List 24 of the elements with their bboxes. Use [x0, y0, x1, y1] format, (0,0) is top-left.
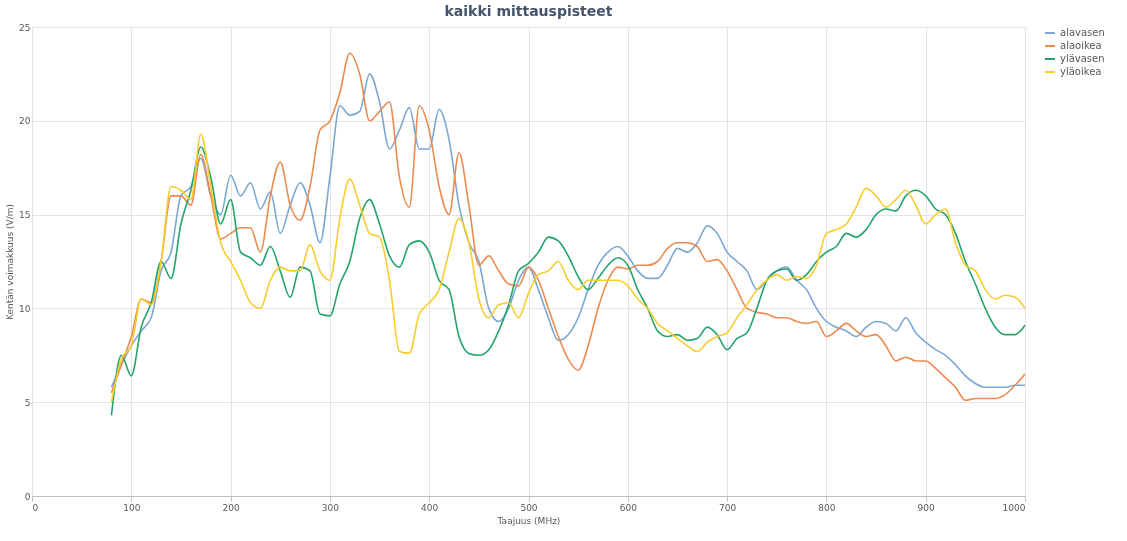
x-tick-label: 900	[917, 502, 936, 513]
x-tick-label: 100	[123, 502, 141, 513]
y-tick-label: 0	[24, 491, 31, 502]
y-axis-title: Kentän voimakkuus (V/m)	[5, 203, 16, 321]
x-tick-label: 600	[619, 502, 638, 513]
x-axis-title: Taajuus (MHz)	[496, 515, 561, 526]
x-tick-label: 0	[32, 502, 39, 513]
legend-label: ylävasen	[1060, 53, 1105, 64]
y-tick-label: 10	[19, 303, 31, 314]
y-tick-label: 5	[24, 397, 31, 408]
legend-label: alaoikea	[1060, 40, 1102, 51]
x-tick-label: 200	[222, 502, 240, 513]
x-tick-label: 500	[520, 502, 538, 513]
x-tick-label: 800	[818, 502, 836, 513]
y-tick-label: 20	[19, 116, 31, 127]
y-tick-label: 25	[19, 22, 31, 33]
y-tick-label: 15	[19, 210, 31, 221]
legend-label: alavasen	[1060, 27, 1105, 38]
legend-label: yläoikea	[1060, 66, 1102, 77]
x-tick-label: 400	[421, 502, 439, 513]
chart-title: kaikki mittauspisteet	[444, 3, 613, 19]
x-tick-label: 300	[321, 502, 340, 513]
x-tick-label: 700	[719, 502, 737, 513]
x-tick-label: 1000	[1002, 502, 1026, 513]
